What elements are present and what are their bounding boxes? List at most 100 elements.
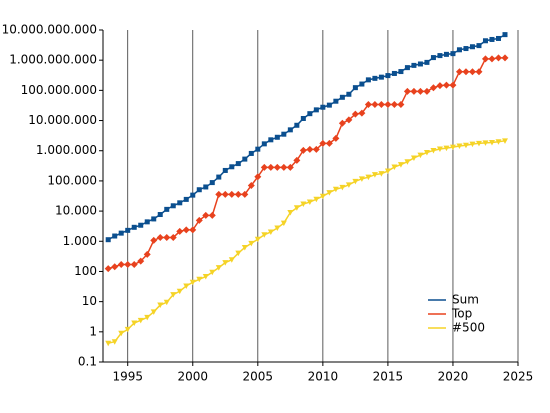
marker [437,53,443,59]
marker [300,201,307,208]
marker [463,46,469,52]
marker [196,187,202,193]
marker [287,209,294,216]
marker [462,142,469,149]
marker [325,139,333,147]
marker [476,43,482,49]
marker [488,140,495,146]
x-tick-label: 2025 [503,370,534,384]
marker [384,168,391,175]
marker [385,73,391,79]
marker [475,68,483,76]
marker [229,164,235,170]
marker [294,122,300,128]
marker [281,131,287,137]
y-tick-label: 1.000.000.000 [9,53,97,67]
marker [286,163,294,171]
marker [241,244,248,251]
marker [234,190,242,198]
marker [430,147,437,154]
marker [221,190,229,198]
legend-label: Top [451,307,472,321]
marker [104,265,112,273]
marker [280,163,288,171]
marker [137,257,145,265]
marker [338,119,346,127]
y-tick-label: 10.000 [55,204,97,218]
legend-label: Sum [452,293,479,307]
marker [436,82,444,90]
marker [475,140,482,147]
marker [254,173,262,181]
marker [203,184,209,190]
marker [346,91,352,97]
marker [495,35,501,41]
marker [404,159,411,165]
marker [502,32,508,38]
marker [319,193,326,200]
marker [267,163,275,171]
marker [287,127,293,133]
marker [345,182,352,188]
y-tick-label: 1.000.000 [36,143,97,157]
marker [332,134,340,142]
marker [235,250,242,257]
marker [501,54,509,62]
y-tick-label: 10.000.000 [28,113,97,127]
marker [455,68,463,76]
y-tick-label: 100.000.000 [21,83,97,97]
marker [397,162,404,168]
marker [248,150,254,156]
marker [215,190,223,198]
marker [482,140,489,146]
y-tick-label: 100.000 [47,173,97,187]
marker [359,81,365,87]
marker [339,184,346,191]
marker [424,59,430,65]
marker [358,109,366,117]
marker [410,155,417,161]
marker [333,98,339,104]
x-tick-label: 2010 [308,370,339,384]
marker [358,176,365,182]
marker [462,68,470,76]
marker [182,226,190,234]
marker [345,116,353,124]
marker [397,101,405,109]
marker [371,101,379,109]
marker [261,141,267,147]
marker [378,171,385,177]
marker [332,186,339,193]
marker [255,146,261,152]
marker [196,276,203,283]
marker [456,143,463,150]
y-tick-label: 0.1 [78,355,97,369]
marker [307,111,313,117]
marker [254,236,261,243]
marker [118,230,124,236]
marker [195,216,203,224]
marker [372,75,378,81]
marker [176,227,184,235]
x-tick-label: 2005 [243,370,274,384]
marker [449,81,457,89]
marker [176,288,183,295]
marker [300,115,306,121]
marker [280,220,287,227]
marker [306,145,314,153]
marker [150,236,158,244]
marker [144,314,151,321]
marker [365,77,371,83]
marker [312,145,320,153]
marker [274,134,280,140]
y-tick-label: 1.000 [63,234,97,248]
marker [228,257,235,263]
marker [450,51,456,57]
marker [215,265,222,271]
x-tick-label: 1995 [112,370,143,384]
marker [469,44,475,50]
marker [384,101,392,109]
marker [371,172,378,178]
marker [410,87,418,95]
marker [442,81,450,89]
